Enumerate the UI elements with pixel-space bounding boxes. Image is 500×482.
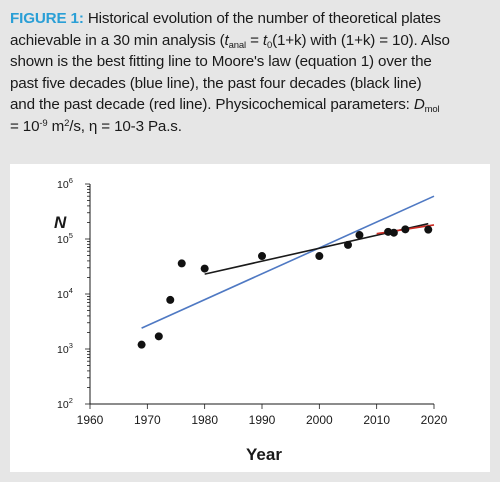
y-tick-exponent: 2 bbox=[69, 396, 73, 405]
data-point bbox=[177, 259, 186, 268]
y-tick-exponent: 6 bbox=[69, 176, 73, 185]
caption-line-6b: m bbox=[47, 117, 65, 135]
caption-line-2c: (1+k) with (1+ bbox=[272, 31, 363, 49]
caption-line-2b: = bbox=[246, 31, 263, 49]
y-tick-base: 10 bbox=[57, 289, 69, 301]
x-tick-label: 1970 bbox=[134, 413, 161, 427]
data-point bbox=[166, 295, 175, 304]
data-point bbox=[315, 252, 324, 261]
data-point bbox=[137, 340, 146, 349]
t0-symbol: t bbox=[262, 31, 267, 49]
caption-line-3: shown is the best fitting line to Moore'… bbox=[10, 53, 432, 71]
y-tick-exponent: 4 bbox=[69, 286, 73, 295]
y-tick-exponent: 5 bbox=[69, 231, 73, 240]
k-variable: k bbox=[362, 31, 371, 49]
y-tick-label: 104 bbox=[57, 286, 73, 301]
caption-line-1: Historical evolution of the number of th… bbox=[87, 10, 441, 27]
x-tick-label: 2020 bbox=[421, 413, 448, 427]
y-tick-label: 103 bbox=[57, 341, 73, 356]
caption-line-2d: ) = 10). Also bbox=[370, 31, 450, 49]
x-tick-label: 2010 bbox=[363, 413, 390, 427]
t-anal-symbol: t bbox=[224, 31, 229, 49]
y-tick-base: 10 bbox=[57, 179, 69, 191]
y-tick-base: 10 bbox=[57, 234, 69, 246]
t-anal-subscript: anal bbox=[228, 39, 247, 51]
y-tick-label: 106 bbox=[57, 176, 73, 191]
y-axis-label: N bbox=[54, 213, 67, 232]
d-mol-symbol: D bbox=[413, 96, 425, 114]
exponent-2: 2 bbox=[64, 117, 70, 129]
data-point bbox=[200, 264, 209, 273]
d-mol-subscript: mol bbox=[424, 104, 440, 116]
y-tick-base: 10 bbox=[57, 399, 69, 411]
figure-label: FIGURE 1: bbox=[10, 10, 84, 27]
x-tick-label: 1960 bbox=[77, 413, 104, 427]
caption-line-6a: = 10 bbox=[10, 117, 40, 135]
data-point bbox=[424, 225, 433, 234]
y-tick-base: 10 bbox=[57, 344, 69, 356]
x-axis-label: Year bbox=[246, 445, 282, 464]
x-tick-label: 1990 bbox=[249, 413, 276, 427]
caption-line-4: past five decades (blue line), the past … bbox=[10, 74, 422, 92]
data-point bbox=[258, 252, 266, 261]
caption-line-2a: achievable in a 30 min analysis ( bbox=[10, 31, 225, 49]
x-tick-label: 1980 bbox=[191, 413, 218, 427]
data-point bbox=[344, 240, 352, 249]
data-point bbox=[389, 228, 398, 237]
exponent-neg9: -9 bbox=[39, 117, 48, 129]
x-tick-label: 2000 bbox=[306, 413, 333, 427]
y-tick-label: 105 bbox=[57, 231, 73, 246]
data-point bbox=[355, 231, 364, 240]
y-tick-exponent: 3 bbox=[69, 341, 73, 350]
chart-panel: 106 105 104 103 102 1960 1970 1980 1990 2000 2010 2… bbox=[10, 164, 490, 472]
data-point bbox=[154, 332, 163, 341]
caption-line-6c: /s, η = 10-3 Pa.s. bbox=[69, 117, 182, 135]
caption-line-5: and the past decade (red line). Physicoc… bbox=[10, 96, 414, 114]
y-tick-label: 102 bbox=[57, 396, 73, 411]
data-point bbox=[401, 225, 410, 234]
t0-subscript: 0 bbox=[266, 39, 273, 51]
figure-caption: FIGURE 1: Historical evolution of the nu… bbox=[10, 8, 492, 138]
fit-line-five-decades bbox=[141, 195, 435, 329]
